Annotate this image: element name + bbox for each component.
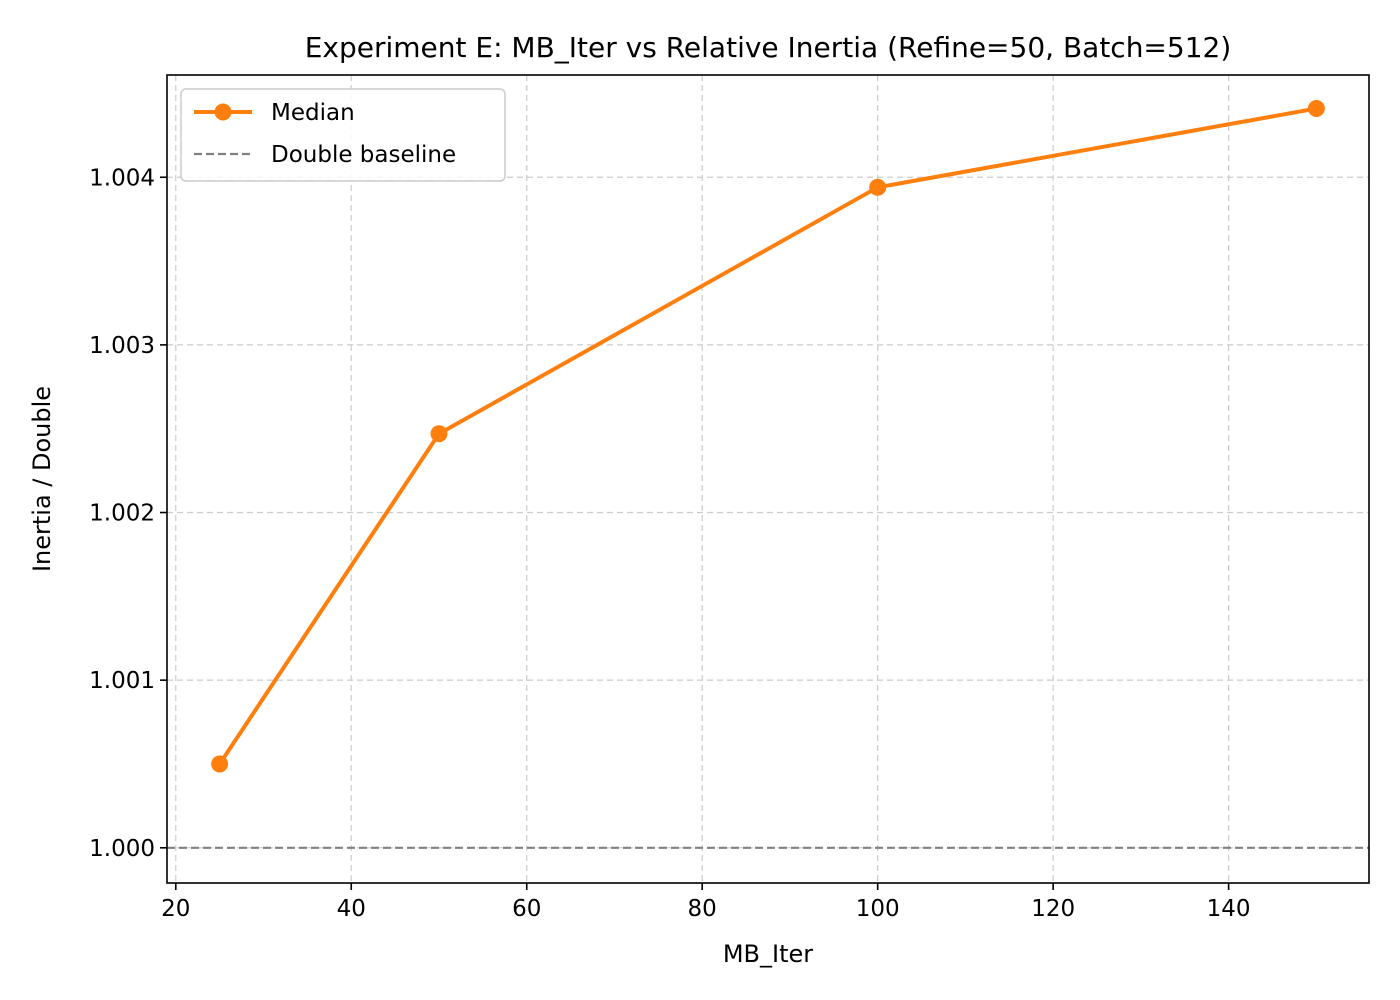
data-point (211, 755, 229, 773)
plot-frame (166, 74, 1370, 884)
x-tick-label: 60 (512, 896, 541, 922)
y-axis-label: Inertia / Double (28, 386, 56, 572)
series-layer (211, 100, 1325, 773)
legend: Median Double baseline (180, 88, 506, 182)
y-tick-label: 1.004 (89, 165, 155, 191)
legend-baseline-label: Double baseline (271, 142, 456, 168)
legend-box (180, 88, 506, 182)
x-tick-label: 120 (1031, 896, 1075, 922)
x-axis: 20 40 60 80 100 120 140 (161, 883, 1251, 922)
y-tick-label: 1.002 (89, 501, 155, 527)
chart-title: Experiment E: MB_Iter vs Relative Inerti… (305, 31, 1232, 64)
x-tick-label: 20 (161, 896, 190, 922)
data-point (869, 178, 887, 196)
y-axis: 1.000 1.001 1.002 1.003 1.004 (89, 165, 167, 862)
y-tick-label: 1.001 (89, 668, 155, 694)
data-point (430, 425, 448, 443)
data-point (1307, 100, 1325, 118)
y-tick-label: 1.003 (89, 333, 155, 359)
x-tick-label: 40 (337, 896, 366, 922)
x-tick-label: 80 (688, 896, 717, 922)
series-line-median (217, 106, 1317, 766)
x-tick-label: 140 (1207, 896, 1251, 922)
legend-median-marker (214, 103, 232, 121)
x-tick-label: 100 (856, 896, 900, 922)
x-axis-label: MB_Iter (723, 940, 813, 968)
legend-median-label: Median (271, 100, 355, 126)
y-tick-label: 1.000 (89, 836, 155, 862)
grid (167, 75, 1369, 883)
